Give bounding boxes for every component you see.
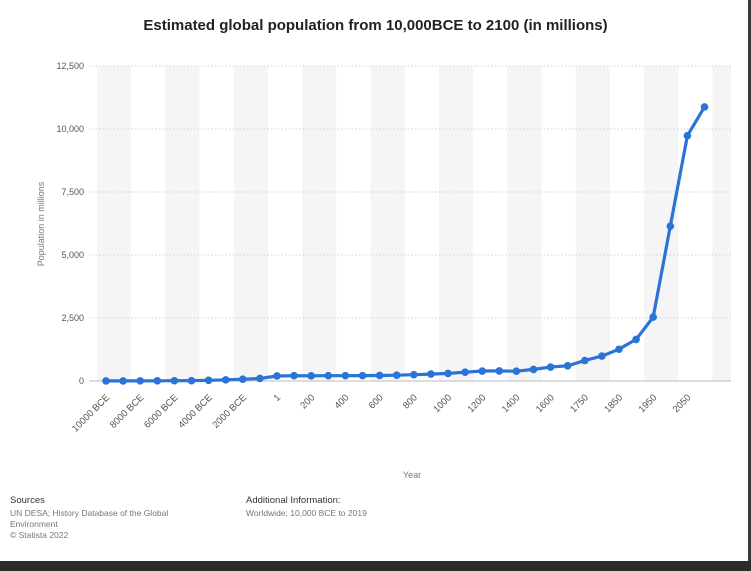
data-point <box>239 375 247 383</box>
category-band <box>404 66 439 381</box>
window-edge <box>748 0 751 561</box>
category-band <box>336 66 371 381</box>
data-point <box>598 352 606 360</box>
y-tick-label: 0 <box>79 376 84 386</box>
data-point <box>256 374 264 383</box>
data-point <box>461 368 469 376</box>
category-band <box>610 66 645 381</box>
x-tick-label: 6000 BCE <box>142 392 180 430</box>
data-point <box>324 371 333 380</box>
additional-info-block: Additional Information: Worldwide; 10,00… <box>246 495 466 519</box>
category-band <box>507 66 542 381</box>
x-tick-label: 800 <box>401 392 420 411</box>
data-point <box>136 377 144 385</box>
category-band <box>473 66 508 381</box>
y-tick-label: 12,500 <box>56 61 84 71</box>
x-tick-label: 10000 BCE <box>70 392 112 434</box>
data-point <box>410 370 418 379</box>
bottom-bar <box>0 561 751 571</box>
data-point <box>683 131 692 140</box>
data-point <box>581 356 589 365</box>
data-point <box>700 103 709 111</box>
x-tick-label: 1850 <box>602 392 625 415</box>
category-bands <box>97 66 731 381</box>
category-band <box>644 66 679 381</box>
x-tick-label: 1600 <box>534 392 557 415</box>
x-tick-label: 4000 BCE <box>176 392 214 430</box>
x-tick-label: 2050 <box>671 392 694 415</box>
additional-info-line: Worldwide; 10,000 BCE to 2019 <box>246 508 367 518</box>
data-point <box>119 377 127 385</box>
category-band <box>165 66 200 381</box>
data-point <box>563 362 572 370</box>
data-point <box>341 371 350 380</box>
x-tick-label: 1200 <box>466 392 489 415</box>
y-tick-label: 10,000 <box>56 124 84 134</box>
y-axis-ticks: 0 2,500 5,000 7,500 10,000 12,500 <box>56 61 84 386</box>
data-point <box>375 371 384 380</box>
data-point <box>529 365 538 374</box>
data-point <box>546 363 555 371</box>
footer: Sources UN DESA; History Database of the… <box>0 495 751 555</box>
data-point <box>427 370 435 378</box>
data-point <box>290 371 298 380</box>
category-band <box>97 66 132 381</box>
sources-line: UN DESA; History Database of the Global <box>10 508 169 518</box>
x-axis-label: Year <box>403 470 421 480</box>
sources-heading: Sources <box>10 495 45 506</box>
data-point <box>187 376 196 385</box>
x-tick-label: 1 <box>272 392 284 404</box>
data-point <box>358 371 367 380</box>
category-band <box>233 66 268 381</box>
x-tick-label: 8000 BCE <box>108 392 146 430</box>
data-point <box>153 377 162 385</box>
x-tick-label: 200 <box>298 392 317 411</box>
category-band <box>575 66 610 381</box>
category-band <box>712 66 731 381</box>
data-point <box>649 313 657 321</box>
x-tick-label: 2000 BCE <box>211 392 249 430</box>
category-band <box>199 66 234 381</box>
x-tick-label: 1000 <box>431 392 454 415</box>
sources-line: Environment <box>10 519 58 529</box>
category-band <box>131 66 166 381</box>
category-band <box>541 66 576 381</box>
y-axis-label: Population in millions <box>36 181 46 266</box>
data-point <box>170 376 179 385</box>
data-point <box>632 335 640 344</box>
category-band <box>678 66 713 381</box>
data-point <box>392 371 401 380</box>
x-tick-label: 1750 <box>568 392 591 415</box>
category-band <box>439 66 474 381</box>
y-tick-label: 7,500 <box>61 187 84 197</box>
category-band <box>370 66 405 381</box>
x-tick-label: 600 <box>367 392 386 411</box>
x-tick-label: 400 <box>333 392 352 411</box>
data-point <box>666 222 675 230</box>
data-point <box>307 372 316 380</box>
x-tick-label: 1400 <box>500 392 523 415</box>
y-tick-label: 5,000 <box>61 250 84 260</box>
x-tick-label: 1950 <box>637 392 660 415</box>
data-point <box>444 369 452 378</box>
data-point <box>221 376 230 384</box>
category-band <box>302 66 337 381</box>
data-point <box>495 367 504 375</box>
data-point <box>478 367 487 375</box>
category-band <box>268 66 303 381</box>
chart-title: Estimated global population from 10,000B… <box>143 17 608 34</box>
data-point <box>273 372 281 380</box>
series-points <box>102 103 709 385</box>
copyright-line: © Statista 2022 <box>10 530 69 540</box>
data-point <box>102 377 110 385</box>
data-point <box>204 376 213 385</box>
sources-block: Sources UN DESA; History Database of the… <box>10 495 220 541</box>
data-point <box>512 367 521 375</box>
additional-info-heading: Additional Information: <box>246 495 341 506</box>
y-tick-label: 2,500 <box>61 313 84 323</box>
data-point <box>615 345 623 354</box>
